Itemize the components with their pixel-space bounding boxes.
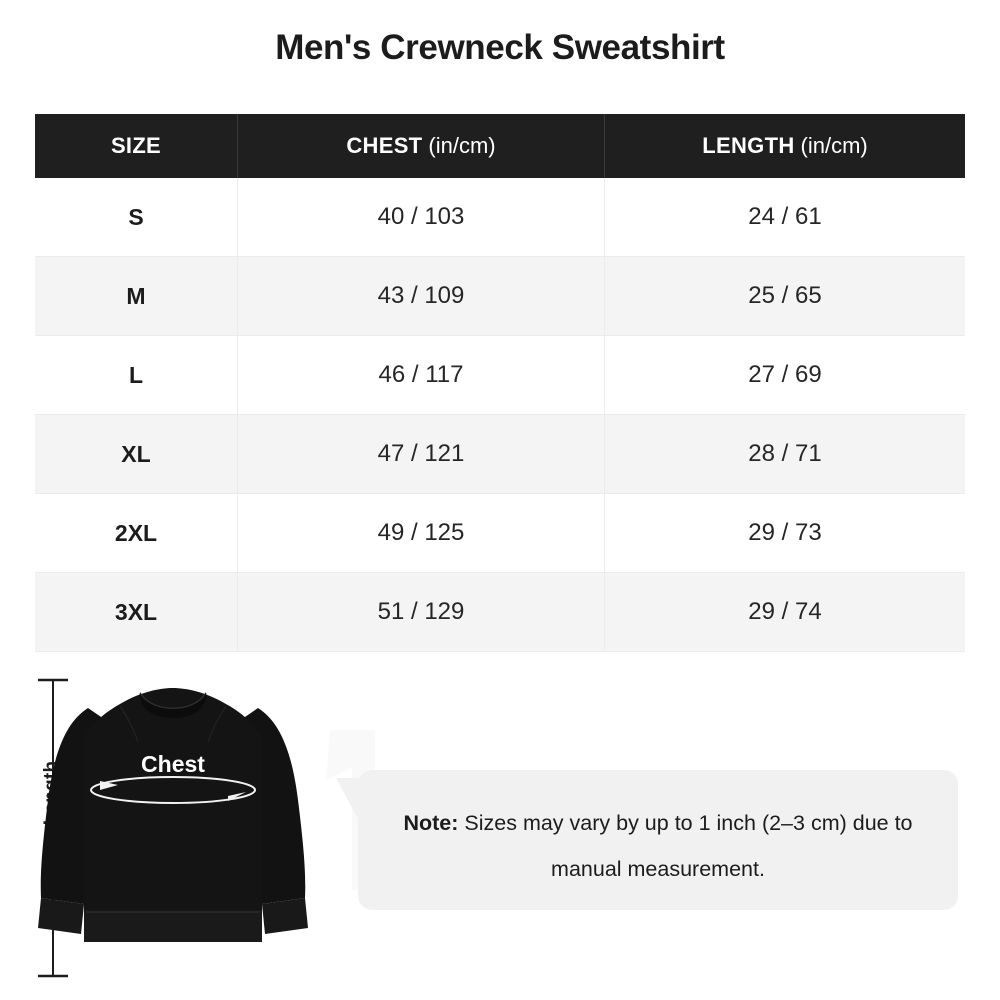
cell-length: 25 / 65 bbox=[604, 257, 965, 335]
table-row: 2XL 49 / 125 29 / 73 bbox=[35, 494, 965, 573]
cell-length: 27 / 69 bbox=[604, 336, 965, 414]
cell-size: S bbox=[128, 203, 144, 230]
table-row: L 46 / 117 27 / 69 bbox=[35, 336, 965, 415]
right-cuff bbox=[262, 898, 308, 934]
cell-chest: 40 / 103 bbox=[237, 178, 604, 256]
cell-chest: 46 / 117 bbox=[237, 336, 604, 414]
page-title: Men's Crewneck Sweatshirt bbox=[275, 28, 725, 67]
table-row: 3XL 51 / 129 29 / 74 bbox=[35, 573, 965, 652]
left-cuff bbox=[38, 898, 84, 934]
sweatshirt-illustration: Chest bbox=[0, 660, 400, 1000]
table-row: M 43 / 109 25 / 65 bbox=[35, 257, 965, 336]
body bbox=[84, 688, 262, 910]
note-body: Sizes may vary by up to 1 inch (2–3 cm) … bbox=[458, 811, 913, 881]
size-chart-table: SIZE CHEST (in/cm) LENGTH (in/cm) S 40 /… bbox=[35, 114, 965, 652]
left-shoulder-seam bbox=[119, 705, 139, 743]
cell-length: 29 / 74 bbox=[604, 573, 965, 651]
column-header-chest-label: CHEST bbox=[346, 133, 423, 158]
chest-measure-ellipse bbox=[90, 776, 256, 804]
cell-chest: 49 / 125 bbox=[237, 494, 604, 572]
column-header-length-label: LENGTH bbox=[702, 133, 795, 158]
cell-chest: 51 / 129 bbox=[237, 573, 604, 651]
sweatshirt-icon: Chest bbox=[38, 688, 375, 942]
column-header-chest-unit: (in/cm) bbox=[428, 133, 496, 158]
column-header-length-unit: (in/cm) bbox=[800, 133, 868, 158]
chest-label: Chest bbox=[141, 751, 205, 777]
collar bbox=[139, 692, 207, 718]
note-text: Note: Sizes may vary by up to 1 inch (2–… bbox=[382, 800, 934, 892]
cell-size: 3XL bbox=[114, 598, 158, 625]
collar-seam bbox=[140, 693, 206, 710]
table-header-row: SIZE CHEST (in/cm) LENGTH (in/cm) bbox=[35, 114, 965, 178]
cell-length: 24 / 61 bbox=[604, 178, 965, 256]
cell-chest: 47 / 121 bbox=[237, 415, 604, 493]
cell-size: M bbox=[126, 282, 146, 309]
cell-length: 28 / 71 bbox=[604, 415, 965, 493]
cell-size: 2XL bbox=[114, 519, 158, 546]
cell-size: L bbox=[128, 361, 144, 388]
table-row: XL 47 / 121 28 / 71 bbox=[35, 415, 965, 494]
hem-band bbox=[84, 910, 262, 942]
cell-length: 29 / 73 bbox=[604, 494, 965, 572]
column-header-size: SIZE bbox=[35, 114, 237, 178]
note-callout: Note: Sizes may vary by up to 1 inch (2–… bbox=[336, 770, 958, 910]
table-row: S 40 / 103 24 / 61 bbox=[35, 178, 965, 257]
callout-tail-icon bbox=[336, 778, 362, 826]
chest-arrow-left bbox=[100, 781, 118, 790]
cell-chest: 43 / 109 bbox=[237, 257, 604, 335]
cell-size: XL bbox=[121, 440, 151, 467]
column-header-chest: CHEST (in/cm) bbox=[237, 114, 604, 178]
note-prefix: Note: bbox=[403, 811, 459, 835]
column-header-length: LENGTH (in/cm) bbox=[604, 114, 965, 178]
right-shoulder-seam bbox=[207, 705, 227, 743]
chest-arrow-right bbox=[228, 792, 246, 801]
column-header-size-label: SIZE bbox=[110, 133, 162, 158]
